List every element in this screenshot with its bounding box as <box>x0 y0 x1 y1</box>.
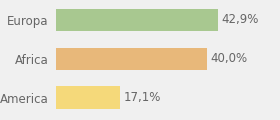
Bar <box>56 9 218 31</box>
Text: 42,9%: 42,9% <box>221 13 259 26</box>
Text: 17,1%: 17,1% <box>124 91 162 104</box>
Bar <box>56 48 207 70</box>
Bar <box>56 86 120 109</box>
Text: 40,0%: 40,0% <box>210 52 248 65</box>
